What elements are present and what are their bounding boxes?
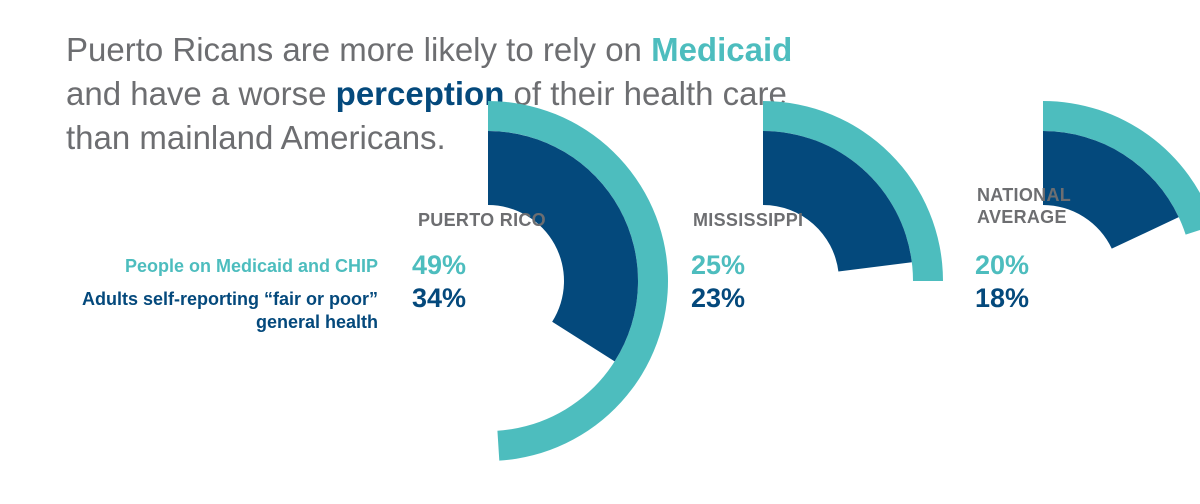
arc-mississippi-medicaid: [763, 101, 943, 281]
legend-medicaid: People on Medicaid and CHIP: [124, 256, 378, 276]
headline-part-3: of their health care than mainland Ameri…: [66, 75, 787, 156]
group-title-national-average: NATIONAL AVERAGE: [977, 185, 1072, 227]
arc-puerto-rico-fair-poor: [488, 131, 638, 362]
data-label-national-average-fair-poor: 18%: [975, 283, 1030, 313]
arc-national-average-medicaid: [1043, 101, 1200, 235]
data-label-mississippi-fair-poor: 23%: [691, 283, 746, 313]
arc-mississippi-fair-poor: [763, 131, 912, 272]
headline-part-2: and have a worse: [66, 75, 336, 112]
data-label-puerto-rico-fair-poor: 34%: [412, 283, 467, 313]
headline-medicaid-emphasis: Medicaid: [651, 31, 793, 68]
headline-perception-emphasis: perception: [335, 75, 505, 112]
headline-part-1: Puerto Ricans are more likely to rely on: [66, 31, 652, 68]
data-label-mississippi-medicaid: 25%: [691, 250, 746, 280]
legend-fair-poor-health: Adults self-reporting “fair or poor” gen…: [81, 289, 378, 332]
data-label-national-average-medicaid: 20%: [975, 250, 1030, 280]
arc-national-average-fair-poor: [1043, 131, 1179, 249]
headline: Puerto Ricans are more likely to rely on…: [66, 28, 826, 160]
group-title-puerto-rico: PUERTO RICO: [418, 210, 546, 230]
data-label-puerto-rico-medicaid: 49%: [412, 250, 467, 280]
group-title-mississippi: MISSISSIPPI: [693, 210, 804, 230]
arc-puerto-rico-medicaid: [488, 101, 668, 461]
